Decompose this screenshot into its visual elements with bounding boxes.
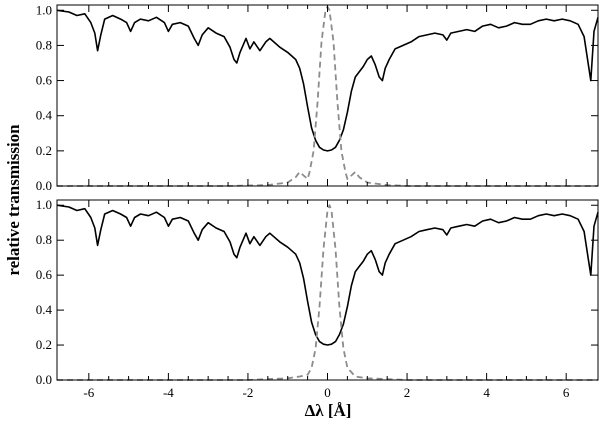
x-tick-labels: -6 -4 -2 0 2 4 6 bbox=[83, 385, 570, 400]
top-y-tick-label: 1.0 bbox=[36, 2, 52, 17]
top-y-tick-label: 0.8 bbox=[36, 37, 52, 52]
x-tick-label: 6 bbox=[563, 385, 570, 400]
x-tick-label: 4 bbox=[483, 385, 490, 400]
bottom-panel: 0.0 0.2 0.4 0.6 0.8 1.0 bbox=[36, 197, 599, 387]
top-y-tick-label: 0.4 bbox=[36, 108, 53, 123]
x-tick-label: -4 bbox=[163, 385, 174, 400]
top-y-tick-label: 0.0 bbox=[36, 178, 52, 193]
top-plot-frame bbox=[56, 4, 599, 187]
top-filter-profile-line bbox=[57, 5, 598, 187]
bottom-y-tick-label: 0.6 bbox=[36, 267, 53, 282]
bottom-y-tick-label: 1.0 bbox=[36, 197, 52, 212]
y-axis-label: relative transmission bbox=[4, 124, 23, 276]
top-y-tick-label: 0.2 bbox=[36, 143, 52, 158]
x-axis-label: Δλ [Å] bbox=[305, 401, 352, 420]
x-tick-label: -6 bbox=[83, 385, 94, 400]
bottom-y-tick-label: 0.0 bbox=[36, 372, 52, 387]
bottom-y-tick-label: 0.8 bbox=[36, 232, 52, 247]
top-y-tick-label: 0.6 bbox=[36, 73, 53, 88]
x-tick-label: 0 bbox=[324, 385, 331, 400]
bottom-plot-frame bbox=[56, 199, 599, 381]
top-spectrum-line bbox=[56, 9, 599, 152]
bottom-y-tick-label: 0.2 bbox=[36, 337, 52, 352]
bottom-spectrum-line bbox=[56, 204, 599, 346]
bottom-y-tick-label: 0.4 bbox=[36, 302, 53, 317]
top-panel: 0.0 0.2 0.4 0.6 0.8 1.0 bbox=[36, 2, 599, 193]
x-tick-label: -2 bbox=[243, 385, 254, 400]
x-tick-label: 2 bbox=[404, 385, 411, 400]
bottom-filter-profile-line bbox=[57, 204, 598, 381]
